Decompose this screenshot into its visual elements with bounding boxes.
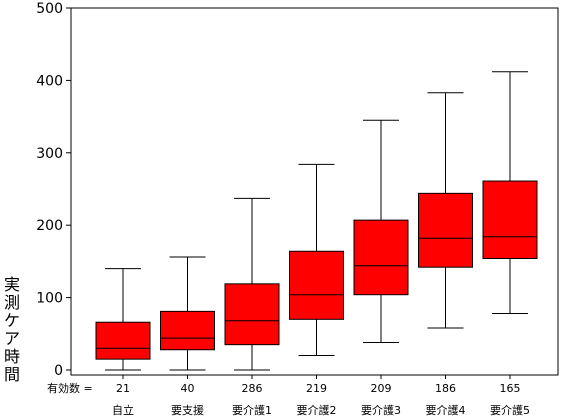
iqr-box [353, 219, 409, 296]
iqr-box [224, 283, 280, 346]
box-4 [289, 163, 344, 379]
x-category-label: 要介護1 [232, 403, 272, 417]
count-label: 21 [116, 382, 130, 395]
count-label: 209 [371, 382, 392, 395]
x-category-label: 要介護2 [297, 403, 337, 417]
count-label: 286 [242, 382, 263, 395]
box-7 [482, 71, 538, 379]
iqr-box [289, 250, 344, 320]
box-5 [353, 119, 409, 379]
plot-frame [70, 7, 559, 376]
iqr-box [160, 310, 215, 351]
x-category-label: 要支援 [171, 403, 204, 417]
boxes-group [95, 71, 538, 379]
box-3 [224, 197, 280, 379]
y-tick-label: 400 [36, 73, 63, 89]
y-axis-label-char: ア [4, 329, 20, 348]
iqr-box [482, 180, 538, 260]
y-tick-label: 500 [36, 1, 63, 17]
box-6 [418, 92, 473, 379]
count-label: 165 [500, 382, 521, 395]
x-category-label: 自立 [112, 403, 134, 417]
count-labels: 21 40 286 219 209 186 165 [116, 382, 521, 395]
y-axis-label-char: 間 [4, 365, 20, 384]
y-axis-label-char: ケ [4, 311, 20, 330]
y-axis-label-char: 時 [4, 347, 20, 366]
iqr-box [418, 192, 473, 268]
y-tick-label: 0 [54, 363, 63, 379]
box-2 [160, 256, 215, 379]
count-label: 219 [306, 382, 327, 395]
iqr-box [95, 321, 151, 360]
x-category-label: 要介護3 [361, 403, 401, 417]
y-axis: 0 100 200 300 400 500 [36, 1, 71, 379]
y-tick-label: 200 [36, 218, 63, 234]
box-1 [95, 268, 151, 379]
y-tick-label: 100 [36, 291, 63, 307]
x-category-label: 要介護4 [426, 403, 466, 417]
y-tick-label: 300 [36, 146, 63, 162]
x-axis-labels: 自立 要支援 要介護1 要介護2 要介護3 要介護4 要介護5 [112, 403, 530, 417]
n-label: 有効数 = [47, 381, 93, 395]
y-axis-label-char: 実 [4, 275, 20, 294]
x-category-label: 要介護5 [490, 403, 530, 417]
y-axis-label-char: 測 [4, 293, 20, 312]
count-label: 186 [435, 382, 456, 395]
count-label: 40 [181, 382, 195, 395]
